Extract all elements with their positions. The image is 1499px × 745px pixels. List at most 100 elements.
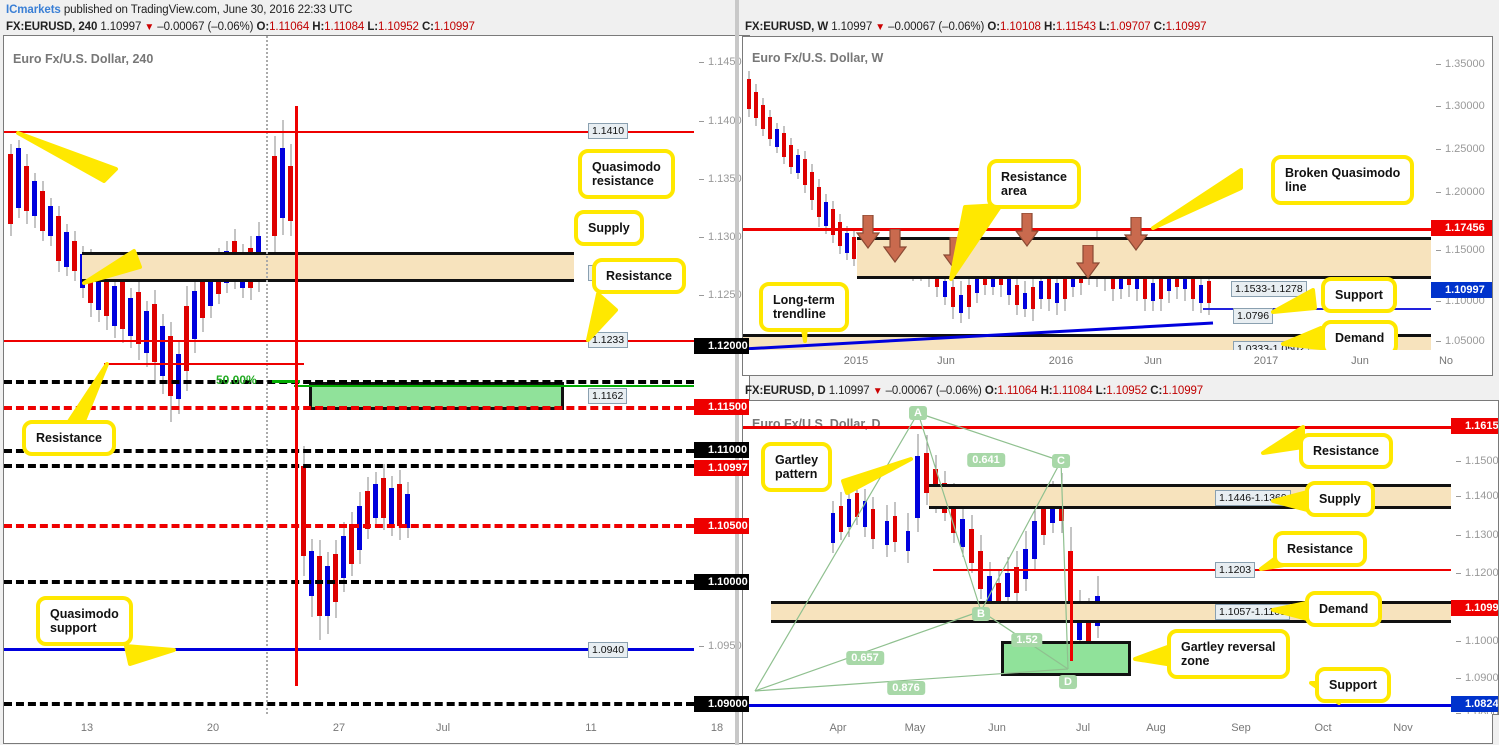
w1-callout-resistance-area[interactable]: Resistance area: [987, 159, 1082, 209]
h4-event-vertical-line: [295, 106, 298, 686]
w1-chart-watermark: Euro Fx/U.S. Dollar, W: [752, 51, 884, 65]
h4-price-tag-1.1410: 1.1410: [588, 123, 629, 139]
d1-xtick: Jul: [1075, 722, 1091, 734]
w1-open-label: O:: [987, 21, 1000, 33]
w1-symbol[interactable]: FX:EURUSD, W: [745, 21, 829, 33]
h4-price-tag-1.1162: 1.1162: [588, 388, 628, 404]
w1-callout-support[interactable]: Support: [1321, 277, 1397, 313]
h4-level-1.1162: [294, 385, 694, 387]
w1-ybadge-1.17456: 1.17456: [1431, 220, 1492, 236]
w1-ytick: 1.10000: [1436, 295, 1485, 307]
h4-callout-resistance-2[interactable]: Resistance: [22, 420, 117, 456]
w1-price-axis[interactable]: 1.35000 1.30000 1.25000 1.20000 1.15000 …: [1431, 36, 1493, 351]
d1-support-line-1.08240: [743, 704, 1451, 707]
h4-supply-zone[interactable]: [82, 252, 574, 282]
w1-low-value: 1.09707: [1109, 21, 1151, 33]
h4-level-1.11500: [4, 406, 694, 410]
h4-callout-resistance[interactable]: Resistance: [592, 258, 687, 294]
h4-close-value: 1.10997: [433, 21, 475, 33]
h4-callout-quasimodo-resistance[interactable]: Quasimodo resistance: [578, 149, 675, 199]
d1-callout-resistance-2[interactable]: Resistance: [1273, 531, 1368, 567]
h4-ybadge-1.11500: 1.11500: [694, 399, 749, 415]
d1-low-label: L:: [1095, 385, 1107, 397]
h4-high-label: H:: [312, 21, 325, 33]
attribution-text: published on TradingView.com, June 30, 2…: [60, 4, 353, 16]
w1-xtick: 2016: [1048, 355, 1074, 367]
w1-ybadge-1.10997: 1.10997: [1431, 282, 1492, 298]
w1-rejection-arrow-icon: [1076, 245, 1100, 279]
d1-last-price: 1.10997: [828, 385, 870, 397]
d1-gartley-reversal-zone[interactable]: [1001, 641, 1131, 676]
h4-close-label: C:: [421, 21, 434, 33]
h4-time-axis[interactable]: 13 20 27 Jul 11 18: [3, 714, 750, 744]
w1-callout-broken-quasimodo[interactable]: Broken Quasimodo line: [1271, 155, 1415, 205]
w1-high-value: 1.11543: [1055, 21, 1096, 33]
h4-open-label: O:: [256, 21, 270, 33]
attribution-line: ICmarkets published on TradingView.com, …: [6, 4, 352, 16]
h4-level-1.10500: [4, 524, 694, 528]
w1-chart-plot[interactable]: Euro Fx/U.S. Dollar, W: [742, 36, 1432, 351]
h4-open-value: 1.11064: [269, 21, 310, 33]
h4-callout-quasimodo-support[interactable]: Quasimodo support: [36, 596, 133, 646]
d1-xtick: Oct: [1314, 722, 1332, 734]
h4-xtick: Jul: [435, 722, 451, 734]
d1-xtick: Apr: [829, 722, 847, 734]
w1-callout-demand[interactable]: Demand: [1321, 320, 1399, 350]
w1-xtick: 2015: [843, 355, 869, 367]
d1-gartley-ratio-0.641: 0.641: [967, 453, 1005, 467]
d1-symbol[interactable]: FX:EURUSD, D: [745, 385, 826, 397]
w1-rejection-arrow-icon: [883, 229, 907, 263]
d1-low-value: 1.10952: [1106, 385, 1148, 397]
d1-callout-supply[interactable]: Supply: [1305, 481, 1375, 517]
h4-price-axis[interactable]: 1.14500 1.14000 1.13500 1.13000 1.12500 …: [694, 35, 750, 715]
w1-callout-long-term-trendline[interactable]: Long-term trendline: [759, 282, 849, 332]
h4-ybadge-1.10500: 1.10500: [694, 518, 749, 534]
h4-symbol[interactable]: FX:EURUSD, 240: [6, 21, 98, 33]
d1-ytick: 1.10000: [1456, 635, 1498, 647]
d1-chart-plot[interactable]: Euro Fx/U.S. Dollar, D A B C D 0.641 0.6…: [742, 400, 1452, 715]
h4-level-1.1233: [4, 340, 694, 342]
d1-callout-gartley-reversal-zone[interactable]: Gartley reversal zone: [1167, 629, 1290, 679]
w1-rejection-arrow-icon: [856, 215, 880, 249]
d1-gartley-point-A: A: [909, 406, 927, 420]
d1-ytick: 1.09000: [1456, 672, 1498, 684]
d1-ytick: 1.15000: [1456, 455, 1498, 467]
w1-ytick: 1.25000: [1436, 143, 1485, 155]
h4-chart-watermark: Euro Fx/U.S. Dollar, 240: [13, 52, 154, 66]
w1-broken-quasimodo-line: [743, 228, 1431, 231]
w1-time-axis[interactable]: 2015 Jun 2016 Jun 2017 Jun No: [742, 350, 1493, 376]
w1-xtick: Jun: [1144, 355, 1162, 367]
h4-xtick: 13: [80, 722, 94, 734]
h4-chart-plot[interactable]: Euro Fx/U.S. Dollar, 240 50.00%: [3, 35, 695, 715]
d1-xtick: Sep: [1231, 722, 1251, 734]
h4-quasimodo-support-pointer: [4, 626, 304, 686]
d1-callout-resistance[interactable]: Resistance: [1299, 433, 1394, 469]
d1-resistance-line-1.1203: [933, 569, 1451, 571]
h4-callout-supply[interactable]: Supply: [574, 210, 644, 246]
d1-xtick: Aug: [1146, 722, 1166, 734]
d1-ytick: 1.14000: [1456, 490, 1498, 502]
w1-panel-header: FX:EURUSD, W 1.10997 ▼ –0.00067 (–0.06%)…: [745, 21, 1207, 33]
h4-panel-header: FX:EURUSD, 240 1.10997 ▼ –0.00067 (–0.06…: [6, 21, 475, 33]
w1-ytick: 1.35000: [1436, 58, 1485, 70]
d1-high-label: H:: [1040, 385, 1053, 397]
d1-time-axis[interactable]: Apr May Jun Jul Aug Sep Oct Nov: [742, 714, 1493, 744]
d1-ytick: 1.13000: [1456, 529, 1498, 541]
d1-callout-gartley-pattern[interactable]: Gartley pattern: [761, 442, 833, 492]
w1-low-label: L:: [1099, 21, 1110, 33]
d1-callout-demand[interactable]: Demand: [1305, 591, 1383, 627]
d1-gartley-ratio-0.876: 0.876: [887, 681, 925, 695]
h4-fib-50-label: 50.00%: [216, 373, 257, 387]
h4-high-value: 1.11084: [324, 21, 365, 33]
d1-xtick: Jun: [988, 722, 1006, 734]
brand-name[interactable]: ICmarkets: [6, 4, 61, 16]
d1-gartley-pattern-pointer: [743, 441, 1143, 501]
d1-price-axis[interactable]: 1.16000 1.15000 1.14000 1.13000 1.12000 …: [1451, 400, 1499, 715]
h4-low-value: 1.10952: [377, 21, 419, 33]
w1-price-tag-1.0796: 1.0796: [1233, 308, 1274, 324]
d1-callout-support[interactable]: Support: [1315, 667, 1391, 703]
h4-price-tag-1.1233: 1.1233: [588, 332, 629, 348]
down-arrow-icon: ▼: [144, 22, 155, 33]
h4-ybadge-1.11000: 1.11000: [694, 442, 749, 458]
h4-resistance-pointer: [4, 292, 644, 354]
